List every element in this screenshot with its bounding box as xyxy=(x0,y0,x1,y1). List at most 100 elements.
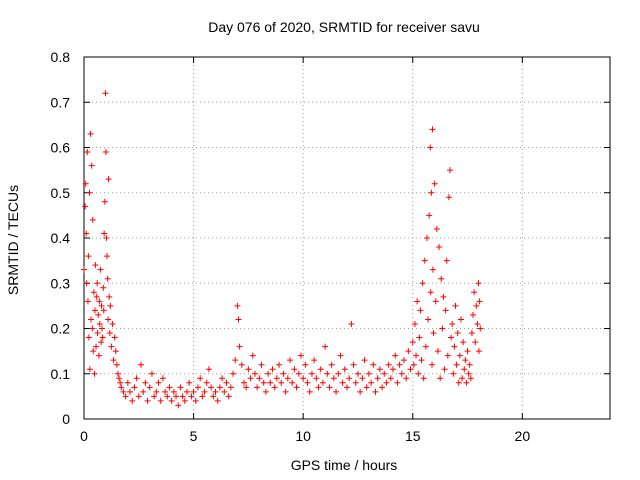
data-point xyxy=(188,393,195,400)
data-point xyxy=(474,320,481,327)
data-point xyxy=(452,302,459,309)
x-tick-label: 20 xyxy=(515,428,531,444)
data-point xyxy=(365,370,372,377)
data-point xyxy=(374,375,381,382)
data-point xyxy=(427,144,434,151)
data-point xyxy=(439,325,446,332)
data-point xyxy=(88,162,95,169)
data-point xyxy=(269,366,276,373)
data-point xyxy=(344,384,350,391)
data-point xyxy=(90,348,97,355)
data-point xyxy=(100,307,107,314)
data-point xyxy=(308,370,315,377)
data-point xyxy=(448,334,455,341)
data-point xyxy=(385,361,392,368)
data-point xyxy=(107,302,114,309)
data-point xyxy=(99,334,106,341)
data-point xyxy=(84,298,91,305)
data-point xyxy=(108,343,115,350)
data-point xyxy=(390,366,397,373)
data-point xyxy=(164,393,171,400)
data-point xyxy=(477,325,484,332)
data-point xyxy=(407,366,414,373)
data-point xyxy=(84,149,91,156)
data-point xyxy=(339,379,346,386)
data-point xyxy=(170,388,177,395)
data-point xyxy=(278,379,285,386)
y-axis-label: SRMTID / TECUs xyxy=(5,185,21,295)
y-tick-label: 0.7 xyxy=(51,94,71,110)
data-point xyxy=(232,357,239,364)
data-point xyxy=(396,361,403,368)
data-point xyxy=(467,375,474,382)
data-point xyxy=(157,397,164,404)
data-point xyxy=(328,361,335,368)
data-point xyxy=(417,307,424,314)
data-point xyxy=(140,388,147,395)
data-point xyxy=(251,370,258,377)
data-point xyxy=(317,366,324,373)
data-point xyxy=(83,280,90,287)
data-point xyxy=(429,126,436,133)
data-point xyxy=(315,384,322,391)
data-point xyxy=(93,293,100,300)
data-point xyxy=(428,189,435,196)
data-point xyxy=(431,180,438,187)
data-point xyxy=(420,375,427,382)
data-point xyxy=(414,298,421,305)
data-point xyxy=(179,393,186,400)
data-point xyxy=(216,384,223,391)
data-point xyxy=(265,370,272,377)
data-point xyxy=(392,352,399,359)
data-point xyxy=(416,334,423,341)
data-point xyxy=(208,384,215,391)
data-point xyxy=(95,311,102,318)
data-point xyxy=(379,384,386,391)
data-point xyxy=(271,384,278,391)
data-point xyxy=(102,90,109,97)
data-point xyxy=(273,375,280,382)
data-point xyxy=(352,379,359,386)
data-point xyxy=(409,339,416,346)
data-point xyxy=(425,316,432,323)
data-point xyxy=(97,266,104,273)
data-point xyxy=(429,361,436,368)
data-point xyxy=(267,379,274,386)
data-point xyxy=(238,361,245,368)
data-point xyxy=(181,397,188,404)
data-point xyxy=(284,375,291,382)
y-tick-label: 0.8 xyxy=(51,49,71,65)
data-point xyxy=(460,339,467,346)
data-point xyxy=(381,370,388,377)
data-point xyxy=(88,316,95,323)
data-point xyxy=(94,330,101,337)
data-point xyxy=(81,266,87,273)
data-point xyxy=(419,280,426,287)
data-point xyxy=(101,198,108,205)
data-point xyxy=(436,244,443,251)
data-point xyxy=(465,370,472,377)
data-point xyxy=(153,388,160,395)
data-point xyxy=(190,388,197,395)
data-point xyxy=(295,370,302,377)
data-point xyxy=(354,370,361,377)
y-tick-label: 0.6 xyxy=(51,140,71,156)
data-point xyxy=(89,216,96,223)
data-point xyxy=(443,257,450,264)
data-point xyxy=(227,384,234,391)
data-point xyxy=(471,289,478,296)
data-point xyxy=(444,352,451,359)
data-point xyxy=(258,361,265,368)
data-point xyxy=(96,320,103,327)
data-point xyxy=(96,298,103,305)
data-point xyxy=(173,393,180,400)
data-point xyxy=(383,379,390,386)
data-point xyxy=(287,357,294,364)
data-point xyxy=(330,375,337,382)
data-point xyxy=(82,180,89,187)
data-point xyxy=(91,307,98,314)
data-point xyxy=(113,361,120,368)
data-point xyxy=(459,375,466,382)
data-point xyxy=(463,379,470,386)
data-point xyxy=(434,348,441,355)
